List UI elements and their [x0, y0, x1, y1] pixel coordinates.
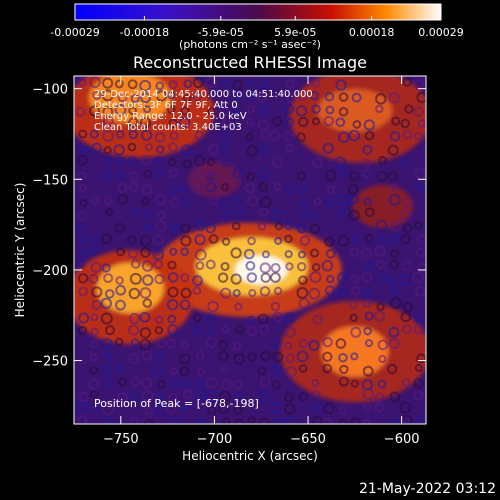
colorbar: [74, 3, 442, 21]
colorbar-tick-label: 0.00029: [418, 26, 464, 39]
x-axis-ticks: −750 −700 −650 −600: [103, 76, 420, 447]
annotation-line: Detectors: 3F 6F 7F 9F, Att 0: [94, 100, 238, 111]
y-axis-label: Heliocentric Y (arcsec): [13, 183, 27, 318]
annotation-line: 29-Dec-2014 04:45:40.000 to 04:51:40.000: [94, 89, 313, 100]
plot-frame: [73, 75, 427, 425]
y-tick-label: −200: [32, 264, 68, 279]
x-tick-label: −750: [103, 432, 139, 447]
x-tick-label: −700: [197, 432, 233, 447]
colorbar-tick-label: -0.00018: [120, 26, 169, 39]
peak-position-label: Position of Peak = [-678,-198]: [94, 397, 259, 410]
x-axis-label: Heliocentric X (arcsec): [182, 449, 318, 463]
colorbar-tick-label: 0.00018: [349, 26, 395, 39]
heatmap-image: [74, 76, 426, 424]
y-tick-label: −150: [32, 173, 68, 188]
annotation-line: Energy Range: 12.0 - 25.0 keV: [94, 111, 247, 122]
annotation-line: Clean Total counts: 3.40E+03: [94, 122, 242, 133]
chart-title: Reconstructed RHESSI Image: [133, 53, 367, 72]
y-tick-label: −250: [32, 355, 68, 370]
colorbar-ticks: -0.00029 -0.00018 -5.9e-05 5.9e-05 0.00018 0.…: [50, 16, 464, 39]
info-annotations: 29-Dec-2014 04:45:40.000 to 04:51:40.000…: [94, 89, 313, 133]
x-tick-label: −600: [384, 432, 420, 447]
x-tick-label: −650: [290, 432, 326, 447]
colorbar-tick-label: -0.00029: [50, 26, 99, 39]
timestamp: 21-May-2022 03:12: [358, 481, 496, 497]
y-axis-ticks: −100 −150 −200 −250: [32, 83, 426, 370]
y-tick-label: −100: [32, 83, 68, 98]
colorbar-tick-label: 5.9e-05: [274, 26, 316, 39]
colorbar-units: (photons cm⁻² s⁻¹ asec⁻²): [179, 38, 321, 51]
colorbar-tick-label: -5.9e-05: [198, 26, 244, 39]
